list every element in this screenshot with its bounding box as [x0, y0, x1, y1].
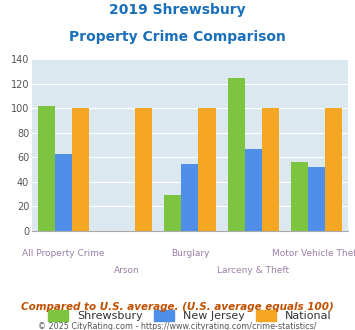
Bar: [198, 109, 215, 231]
Bar: [308, 167, 325, 231]
Bar: [228, 78, 245, 231]
Bar: [38, 106, 55, 231]
Bar: [262, 109, 279, 231]
Legend: Shrewsbury, New Jersey, National: Shrewsbury, New Jersey, National: [44, 305, 336, 325]
Bar: [135, 109, 152, 231]
Text: Arson: Arson: [114, 266, 140, 275]
Bar: [181, 164, 198, 231]
Bar: [72, 109, 89, 231]
Bar: [164, 195, 181, 231]
Text: Larceny & Theft: Larceny & Theft: [217, 266, 289, 275]
Bar: [55, 154, 72, 231]
Bar: [325, 109, 342, 231]
Bar: [245, 149, 262, 231]
Text: 2019 Shrewsbury: 2019 Shrewsbury: [109, 3, 246, 17]
Text: Motor Vehicle Theft: Motor Vehicle Theft: [272, 249, 355, 258]
Text: Property Crime Comparison: Property Crime Comparison: [69, 30, 286, 44]
Text: Compared to U.S. average. (U.S. average equals 100): Compared to U.S. average. (U.S. average …: [21, 302, 334, 312]
Text: Burglary: Burglary: [171, 249, 209, 258]
Bar: [291, 162, 308, 231]
Text: All Property Crime: All Property Crime: [22, 249, 105, 258]
Text: © 2025 CityRating.com - https://www.cityrating.com/crime-statistics/: © 2025 CityRating.com - https://www.city…: [38, 322, 317, 330]
